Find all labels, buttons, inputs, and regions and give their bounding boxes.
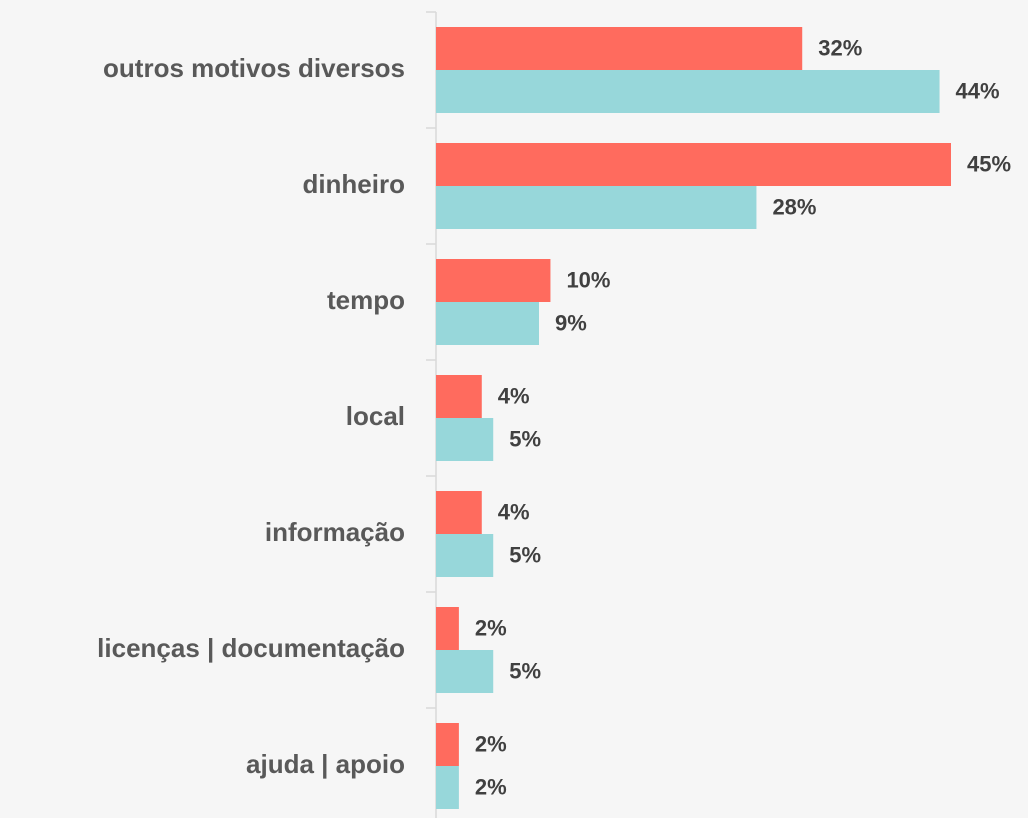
value-label: 2% <box>475 615 507 640</box>
bar <box>436 766 459 809</box>
bar <box>436 302 539 345</box>
value-label: 44% <box>956 78 1000 103</box>
bar <box>436 650 494 693</box>
category-label: tempo <box>327 285 405 315</box>
value-label: 10% <box>566 267 610 292</box>
bar <box>436 143 951 186</box>
category-label: local <box>346 401 405 431</box>
value-label: 4% <box>498 383 530 408</box>
value-label: 32% <box>818 35 862 60</box>
value-label: 28% <box>772 194 816 219</box>
category-label: ajuda | apoio <box>246 749 405 779</box>
value-label: 5% <box>509 658 541 683</box>
value-label: 5% <box>509 426 541 451</box>
value-label: 2% <box>475 774 507 799</box>
value-label: 2% <box>475 731 507 756</box>
category-label: licenças | documentação <box>97 633 405 663</box>
value-label: 45% <box>967 151 1011 176</box>
bar <box>436 418 494 461</box>
value-label: 4% <box>498 499 530 524</box>
value-label: 9% <box>555 310 587 335</box>
category-label: dinheiro <box>302 169 405 199</box>
bar <box>436 534 494 577</box>
category-label: outros motivos diversos <box>103 53 405 83</box>
category-label: informação <box>265 517 405 547</box>
bar <box>436 186 757 229</box>
bar <box>436 259 551 302</box>
bar <box>436 723 459 766</box>
bar <box>436 27 803 70</box>
bar <box>436 70 940 113</box>
value-label: 5% <box>509 542 541 567</box>
bar <box>436 375 482 418</box>
bar <box>436 607 459 650</box>
bar <box>436 491 482 534</box>
